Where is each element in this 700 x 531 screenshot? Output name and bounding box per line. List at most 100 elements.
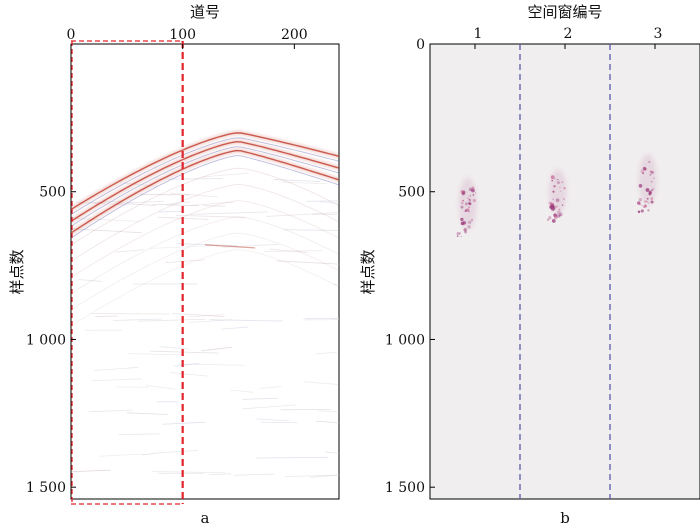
panel-a-y-axis-label: 样点数 bbox=[8, 249, 26, 294]
energy-point bbox=[648, 160, 651, 164]
noise-trace bbox=[310, 474, 339, 478]
energy-point bbox=[558, 208, 561, 211]
noise-trace bbox=[162, 421, 206, 425]
panel-a-label: a bbox=[201, 509, 210, 527]
y-tick-label: 1 000 bbox=[26, 332, 66, 348]
energy-point bbox=[548, 215, 552, 220]
panel-a-y-ticks: 500 1 000 1 500 bbox=[26, 185, 76, 496]
energy-point bbox=[638, 198, 642, 202]
noise-trace bbox=[127, 203, 156, 206]
energy-point bbox=[552, 198, 554, 201]
energy-point bbox=[648, 202, 650, 204]
local-event bbox=[204, 244, 256, 249]
multiple-reflection bbox=[71, 232, 339, 311]
noise-trace bbox=[188, 314, 225, 318]
noise-trace bbox=[128, 353, 184, 356]
noise-trace bbox=[285, 474, 339, 478]
energy-point bbox=[644, 204, 647, 208]
noise-trace bbox=[234, 473, 275, 476]
energy-point bbox=[459, 232, 461, 235]
energy-point bbox=[652, 187, 655, 190]
y-tick-label: 1 500 bbox=[385, 480, 425, 496]
noise-trace bbox=[306, 200, 339, 202]
x-tick-label: 0 bbox=[67, 27, 76, 43]
noise-trace bbox=[176, 243, 238, 247]
energy-point bbox=[551, 218, 556, 223]
energy-point bbox=[557, 178, 559, 181]
noise-trace bbox=[95, 315, 119, 318]
energy-point bbox=[553, 215, 558, 219]
noise-trace bbox=[256, 418, 289, 422]
noise-trace bbox=[284, 229, 339, 231]
noise-trace bbox=[189, 319, 232, 323]
x-tick-label: 200 bbox=[281, 27, 308, 43]
energy-point bbox=[463, 228, 467, 232]
noise-trace bbox=[141, 451, 164, 456]
energy-point bbox=[468, 220, 472, 224]
multiple-reflection bbox=[71, 216, 339, 295]
energy-point bbox=[472, 198, 477, 203]
energy-point bbox=[546, 218, 550, 221]
noise-trace bbox=[115, 249, 145, 253]
panel-b-window-separators bbox=[519, 44, 611, 499]
y-tick-label: 1 000 bbox=[385, 332, 425, 348]
panel-a-x-ticks: 0 100 200 bbox=[67, 27, 308, 49]
reflection-3-trail bbox=[71, 155, 339, 239]
noise-trace bbox=[316, 420, 339, 424]
reflection-2 bbox=[71, 140, 339, 222]
energy-point bbox=[468, 198, 471, 200]
energy-glow bbox=[548, 168, 567, 215]
noise-trace bbox=[152, 203, 199, 207]
reflection-1-trail bbox=[71, 137, 339, 215]
energy-point bbox=[471, 186, 475, 190]
noise-trace bbox=[158, 210, 186, 213]
energy-point bbox=[557, 210, 561, 215]
panel-b-x-axis-label: 空间窗编号 bbox=[527, 3, 602, 21]
energy-point bbox=[561, 204, 564, 206]
noise-trace bbox=[281, 181, 328, 185]
energy-point bbox=[646, 197, 649, 200]
energy-point bbox=[650, 200, 654, 204]
noise-trace bbox=[165, 201, 191, 206]
x-tick-label: 3 bbox=[654, 26, 663, 42]
energy-cluster-2 bbox=[546, 168, 567, 223]
y-tick-label: 500 bbox=[39, 185, 66, 201]
multiple-reflection bbox=[71, 200, 339, 278]
noise-trace bbox=[333, 177, 339, 179]
noise-trace bbox=[175, 214, 246, 218]
energy-point bbox=[638, 203, 641, 206]
noise-trace bbox=[264, 250, 323, 252]
energy-point bbox=[650, 197, 654, 200]
energy-point bbox=[555, 198, 560, 203]
reflection-2-trail bbox=[71, 146, 339, 227]
x-tick-label: 1 bbox=[474, 26, 483, 42]
multiple-reflection bbox=[71, 248, 339, 327]
noise-trace bbox=[159, 346, 189, 350]
energy-point bbox=[563, 198, 565, 200]
panel-b-frame bbox=[429, 43, 700, 500]
energy-point bbox=[563, 186, 566, 190]
energy-point bbox=[646, 200, 648, 203]
energy-point bbox=[550, 175, 555, 180]
noise-trace bbox=[230, 389, 254, 393]
noise-trace bbox=[209, 319, 283, 322]
noise-trace bbox=[94, 367, 139, 371]
energy-point bbox=[550, 202, 552, 204]
energy-point bbox=[555, 205, 558, 208]
noise-trace bbox=[163, 450, 199, 453]
energy-point bbox=[648, 192, 652, 196]
energy-point bbox=[474, 192, 477, 194]
energy-point bbox=[469, 195, 472, 197]
noise-trace bbox=[78, 279, 103, 282]
panel-b: 1 2 3 0 500 1 000 1 500 空间窗编号 样点数 b bbox=[359, 3, 700, 527]
reflection-1 bbox=[71, 132, 339, 211]
noise-trace bbox=[152, 471, 226, 474]
energy-point bbox=[460, 221, 465, 226]
energy-point bbox=[643, 200, 647, 203]
multiple-reflection bbox=[71, 167, 339, 246]
noise-trace bbox=[118, 433, 160, 435]
noise-trace bbox=[172, 312, 225, 317]
noise-trace bbox=[276, 260, 339, 265]
